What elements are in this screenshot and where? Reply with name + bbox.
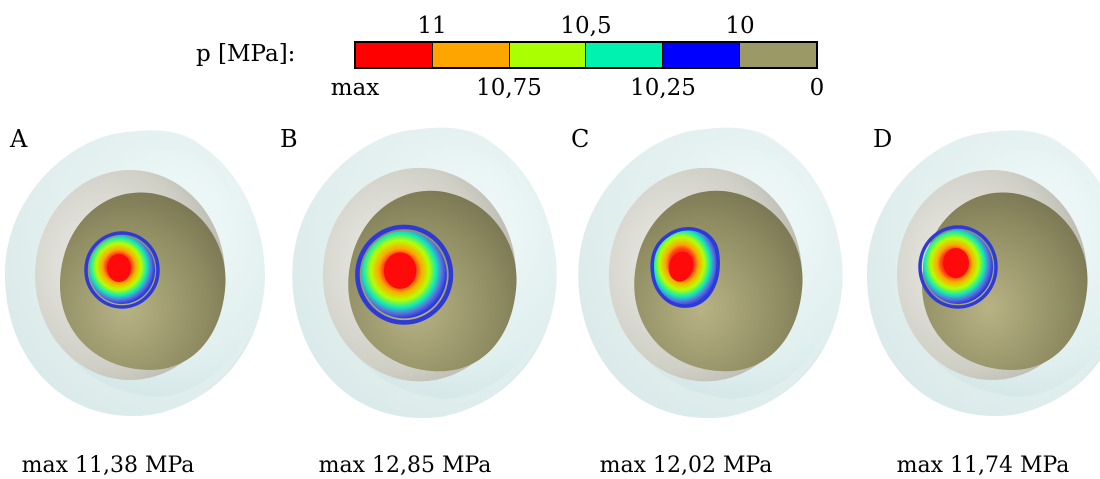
scale-tick-top-10: 10 bbox=[725, 13, 755, 39]
cup-model-a bbox=[5, 130, 265, 416]
caption-b: max 12,85 MPa bbox=[318, 453, 492, 478]
scale-tick-bottom-10-25: 10,25 bbox=[630, 75, 696, 101]
scale-band-red bbox=[356, 43, 433, 67]
caption-a: max 11,38 MPa bbox=[21, 453, 195, 478]
contact-pressure-ring bbox=[918, 225, 998, 309]
pressure-peak bbox=[668, 251, 694, 282]
cup-model-c bbox=[578, 127, 843, 418]
panel-letter-b: B bbox=[280, 125, 298, 153]
scale-tick-top-10-5: 10,5 bbox=[560, 13, 612, 39]
scale-band-yellowgreen bbox=[509, 43, 587, 67]
scale-band-blue bbox=[663, 43, 741, 67]
contact-pressure-ring bbox=[84, 231, 160, 309]
pressure-peak bbox=[383, 252, 417, 289]
panel-letter-c: C bbox=[571, 125, 590, 153]
cup-model-d bbox=[867, 130, 1100, 416]
scale-tick-top-11: 11 bbox=[417, 13, 447, 39]
scale-band-cyan bbox=[586, 43, 664, 67]
caption-d: max 11,74 MPa bbox=[896, 453, 1070, 478]
scale-tick-bottom-0: 0 bbox=[809, 75, 825, 101]
shell-rim bbox=[867, 133, 1100, 416]
legend-label: p [MPa]: bbox=[196, 41, 296, 67]
cup-model-b bbox=[292, 127, 557, 418]
scale-tick-bottom-10-75: 10,75 bbox=[476, 75, 542, 101]
color-scale-bar bbox=[354, 41, 818, 69]
contact-pressure-ring bbox=[355, 224, 454, 325]
panel-letter-a: A bbox=[10, 125, 28, 153]
scale-band-orange bbox=[432, 43, 510, 67]
scale-tick-bottom-max: max bbox=[330, 75, 380, 101]
panel-letter-d: D bbox=[873, 125, 893, 153]
caption-c: max 12,02 MPa bbox=[599, 453, 773, 478]
pressure-peak bbox=[107, 254, 131, 282]
scale-band-olive bbox=[740, 43, 816, 67]
pressure-peak bbox=[943, 248, 969, 278]
